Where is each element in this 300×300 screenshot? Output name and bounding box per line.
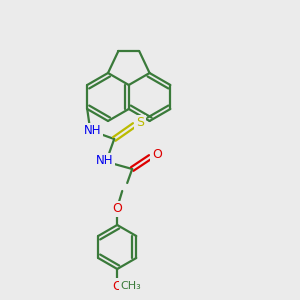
Text: O: O	[112, 202, 122, 215]
Text: NH: NH	[95, 154, 113, 167]
Text: CH₃: CH₃	[121, 281, 142, 291]
Text: O: O	[152, 148, 162, 161]
Text: NH: NH	[83, 124, 101, 137]
Text: O: O	[112, 280, 122, 292]
Text: S: S	[136, 116, 144, 130]
